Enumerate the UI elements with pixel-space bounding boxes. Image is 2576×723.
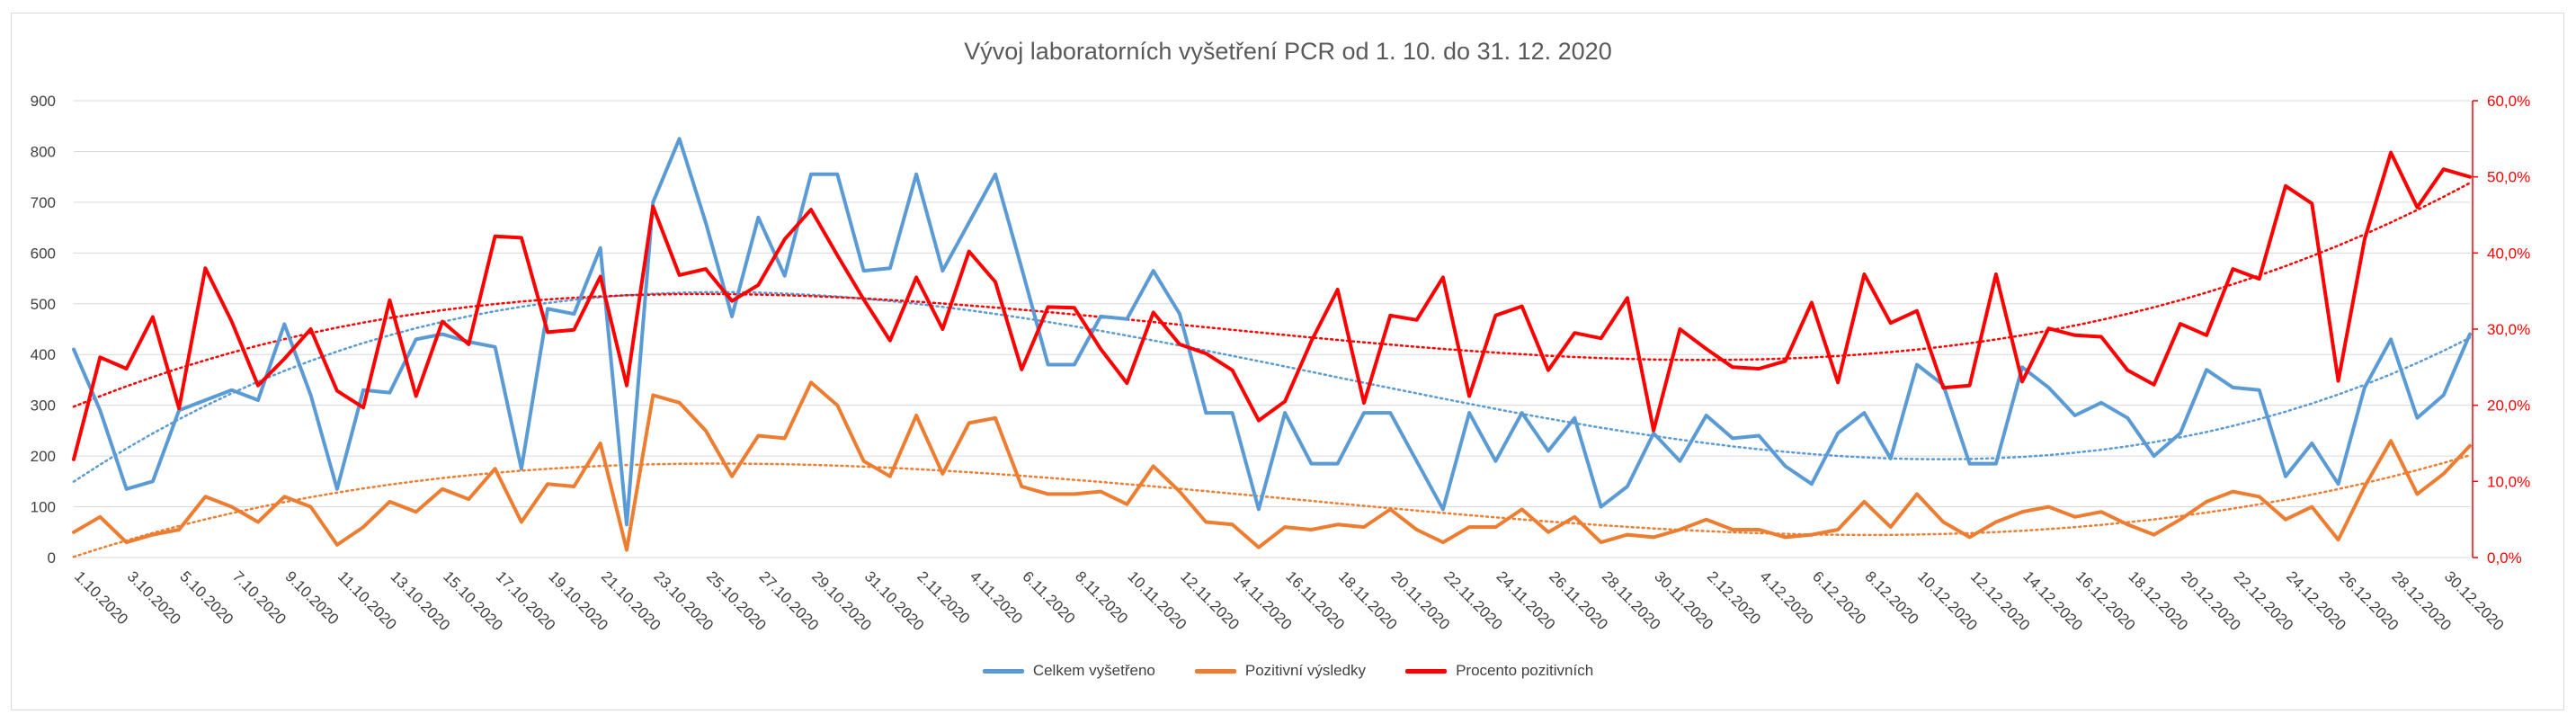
legend-label-total: Celkem vyšetřeno <box>1032 662 1155 679</box>
left-tick-label: 600 <box>31 245 56 262</box>
x-tick-label: 3.10.2020 <box>124 567 184 628</box>
left-tick-label: 100 <box>31 499 56 516</box>
x-tick-label: 8.11.2020 <box>1072 567 1131 627</box>
legend: Celkem vyšetřeno Pozitivní výsledky Proc… <box>0 662 2576 680</box>
x-tick-label: 1.10.2020 <box>71 567 131 628</box>
left-y-axis: 0 100 200 300 400 500 600 700 800 900 <box>31 93 56 567</box>
chart-title: Vývoj laboratorních vyšetření PCR od 1. … <box>964 38 1612 65</box>
left-tick-label: 900 <box>31 93 56 110</box>
x-tick-label: 4.11.2020 <box>967 567 1026 627</box>
x-tick-label: 7.10.2020 <box>229 567 290 628</box>
right-tick-label: 40,0% <box>2487 245 2530 262</box>
x-tick-label: 4.12.2020 <box>1756 567 1816 628</box>
series-line-total <box>72 137 2472 527</box>
series-line-positive <box>72 380 2472 552</box>
trendlines <box>72 182 2472 558</box>
right-tick-label: 30,0% <box>2487 321 2530 338</box>
right-tick-label: 0,0% <box>2487 549 2522 567</box>
right-tick-label: 10,0% <box>2487 473 2530 490</box>
legend-item-total: Celkem vyšetřeno <box>982 662 1155 680</box>
legend-swatch-percent <box>1405 668 1448 674</box>
legend-swatch-total <box>982 668 1024 674</box>
legend-item-positive: Pozitivní výsledky <box>1194 662 1367 680</box>
series-lines <box>72 137 2472 552</box>
gridlines <box>74 100 2470 558</box>
left-tick-label: 200 <box>31 448 56 465</box>
trendline-positive <box>72 454 2472 558</box>
trendline-percent <box>72 182 2472 408</box>
legend-label-percent: Procento pozitivních <box>1456 662 1594 679</box>
left-tick-label: 0 <box>48 549 56 567</box>
x-tick-label: 8.12.2020 <box>1862 567 1922 628</box>
right-tick-label: 20,0% <box>2487 397 2530 415</box>
x-tick-label: 5.10.2020 <box>176 567 236 628</box>
x-axis: 1.10.20203.10.20205.10.20207.10.20209.10… <box>71 567 2507 634</box>
legend-label-positive: Pozitivní výsledky <box>1244 662 1367 679</box>
left-tick-label: 400 <box>31 346 56 363</box>
left-tick-label: 700 <box>31 194 56 211</box>
left-tick-label: 300 <box>31 397 56 415</box>
x-tick-label: 9.10.2020 <box>281 567 342 628</box>
series-line-percent <box>72 150 2472 461</box>
left-tick-label: 800 <box>31 143 56 160</box>
right-y-axis: 0,0% 10,0% 20,0% 30,0% 40,0% 50,0% 60,0% <box>2472 93 2530 567</box>
left-tick-label: 500 <box>31 296 56 313</box>
right-tick-label: 50,0% <box>2487 169 2530 186</box>
right-tick-label: 60,0% <box>2487 93 2530 110</box>
trendline-total <box>72 290 2472 483</box>
legend-item-percent: Procento pozitivních <box>1405 662 1593 680</box>
legend-swatch-positive <box>1194 668 1236 674</box>
chart-frame <box>11 13 2564 710</box>
x-tick-label: 6.11.2020 <box>1019 567 1078 627</box>
x-tick-label: 6.12.2020 <box>1809 567 1869 628</box>
